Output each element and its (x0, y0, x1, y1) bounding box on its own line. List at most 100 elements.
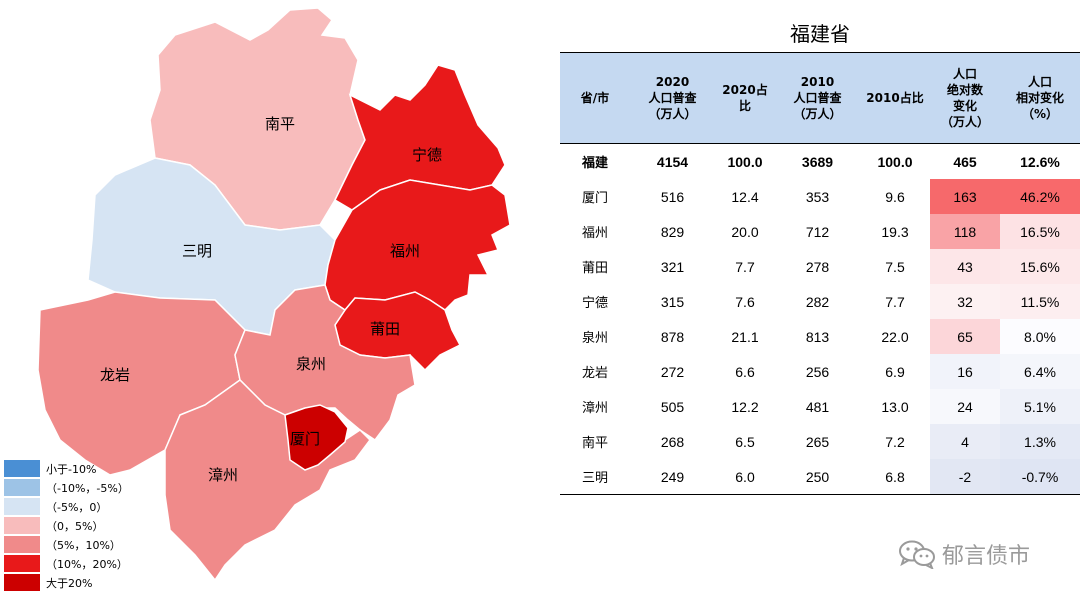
legend-item: （-10%，-5%） (4, 478, 129, 497)
cell-share2020: 7.6 (735, 293, 755, 310)
legend-swatch (4, 574, 40, 591)
cell-share2020: 12.4 (731, 188, 759, 205)
cell-pop2020: 829 (660, 223, 685, 240)
cell-rel: 12.6% (1020, 153, 1060, 170)
cell-share2010: 13.0 (881, 398, 909, 415)
cell-share2020: 20.0 (731, 223, 759, 240)
column-header: 人口 绝对数 变化 （万人） (930, 52, 1000, 144)
row-label: 厦门 (581, 191, 608, 206)
cell-pop2020: 249 (630, 459, 715, 495)
legend-item: （0，5%） (4, 516, 129, 535)
map-label-putian: 莆田 (370, 320, 400, 338)
cell-abs: 32 (930, 284, 1000, 319)
cell-pop2010: 481 (805, 398, 830, 415)
column-header-text: 人口 (1027, 75, 1052, 89)
column-header: 2010 人口普查 （万人） (775, 52, 860, 144)
column-header-text: （万人） (793, 107, 842, 121)
cell-share2010: 100.0 (877, 153, 913, 170)
cell-rel: 46.2% (1000, 179, 1080, 214)
map-label-sanming: 三明 (182, 242, 212, 260)
column-header: 2010占比 (860, 52, 930, 144)
cell-share2010: 6.8 (860, 459, 930, 495)
cell-abs: 163 (930, 179, 1000, 214)
cell-pop2010: 813 (805, 328, 830, 345)
column-header-text: 人口普查 (648, 91, 697, 105)
cell-share2010: 7.5 (885, 258, 905, 275)
column-header-text: 2010 (800, 75, 835, 89)
row-label: 泉州 (581, 331, 608, 346)
cell-pop2020: 878 (660, 328, 685, 345)
cell-share2010: 9.6 (885, 188, 905, 205)
row-label: 福建 (581, 156, 608, 171)
cell-abs: 4 (930, 424, 1000, 459)
cell-abs: 65 (930, 319, 1000, 354)
cell-pop2010: 256 (805, 363, 830, 380)
legend-label: （0，5%） (46, 519, 104, 533)
column-header: 人口 相对变化 （%） (1000, 52, 1080, 144)
cell-pop2010: 278 (805, 258, 830, 275)
table-row: 三明 249 6.0 250 6.8 -2 -0.7% (560, 459, 1080, 495)
legend-label: （-10%，-5%） (46, 481, 129, 495)
legend-label: （-5%，0） (46, 500, 108, 514)
map-label-longyan: 龙岩 (100, 366, 130, 384)
legend-label: 小于-10% (46, 462, 97, 476)
cell-pop2010: 282 (805, 293, 830, 310)
cell-pop2020: 321 (660, 258, 685, 275)
legend-swatch (4, 460, 40, 477)
row-label: 南平 (581, 436, 608, 451)
legend-swatch (4, 479, 40, 496)
cell-pop2010: 265 (805, 433, 830, 450)
legend-item: 小于-10% (4, 459, 129, 478)
row-label: 漳州 (581, 401, 608, 416)
table-row: 福州 829 20.0 712 19.3 118 16.5% (560, 214, 1080, 249)
cell-share2010: 7.7 (885, 293, 905, 310)
table-header-row: 省/市 2020 人口普查 （万人） 2020占比 2010 人口普查 （万人） 2010占比人… (560, 52, 1080, 144)
cell-pop2020: 4154 (656, 153, 689, 170)
cell-abs: 465 (953, 153, 977, 170)
row-label: 宁德 (581, 296, 608, 311)
cell-rel: 11.5% (1000, 284, 1080, 319)
cell-pop2020: 315 (660, 293, 685, 310)
table-body: 福建 4154 100.0 3689 100.0 465 12.6% 厦门 516 12.4 353… (560, 144, 1080, 495)
table-title: 福建省 (790, 22, 850, 46)
legend-item: 大于20% (4, 573, 129, 592)
fujian-choropleth-map: 南平 三明 宁德 福州 莆田 龙岩 泉州 漳州 厦门 (37, 7, 511, 582)
map-label-zhangzhou: 漳州 (208, 466, 238, 484)
column-header-text: 变化 (952, 99, 977, 113)
row-label: 龙岩 (581, 366, 608, 381)
legend-swatch (4, 555, 40, 572)
column-header-text: 人口普查 (793, 91, 842, 105)
cell-rel: 16.5% (1000, 214, 1080, 249)
row-label: 三明 (560, 459, 630, 495)
cell-abs: -2 (930, 459, 1000, 495)
table-row: 漳州 505 12.2 481 13.0 24 5.1% (560, 389, 1080, 424)
legend-label: （5%，10%） (46, 538, 121, 552)
cell-abs: 118 (930, 214, 1000, 249)
cell-share2010: 7.2 (885, 433, 905, 450)
cell-pop2010: 250 (775, 459, 860, 495)
column-header-text: 2010占比 (866, 91, 924, 105)
legend-item: （-5%，0） (4, 497, 129, 516)
map-label-xiamen: 厦门 (290, 430, 320, 448)
cell-share2010: 6.9 (885, 363, 905, 380)
watermark-text: 郁言债市 (942, 544, 1031, 569)
table-row: 南平 268 6.5 265 7.2 4 1.3% (560, 424, 1080, 459)
region-xiamen (284, 404, 349, 471)
legend-label: 大于20% (46, 576, 93, 590)
column-header-text: 2020占比 (722, 83, 768, 113)
map-label-ningde: 宁德 (412, 146, 442, 164)
cell-share2020: 6.0 (715, 459, 775, 495)
map-label-quanzhou: 泉州 (296, 355, 326, 373)
cell-share2020: 12.2 (731, 398, 759, 415)
cell-abs: 16 (930, 354, 1000, 389)
legend-item: （5%，10%） (4, 535, 129, 554)
legend-swatch (4, 517, 40, 534)
table-row: 龙岩 272 6.6 256 6.9 16 6.4% (560, 354, 1080, 389)
cell-rel: 5.1% (1000, 389, 1080, 424)
wechat-icon (899, 540, 935, 569)
cell-share2020: 21.1 (731, 328, 759, 345)
cell-pop2020: 272 (660, 363, 685, 380)
table-row: 泉州 878 21.1 813 22.0 65 8.0% (560, 319, 1080, 354)
region-zhangzhou (164, 379, 371, 582)
legend-swatch (4, 536, 40, 553)
